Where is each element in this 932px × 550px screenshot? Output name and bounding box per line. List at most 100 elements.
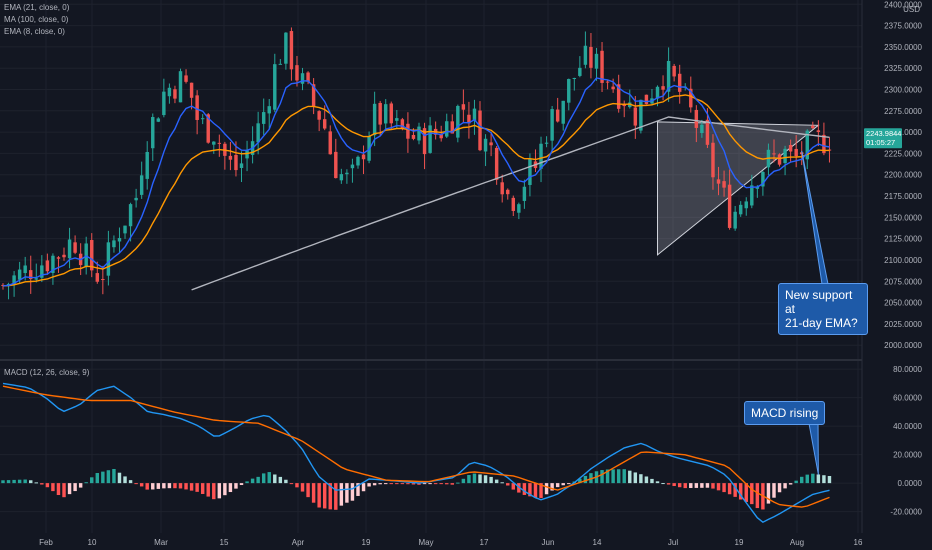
candle-body	[317, 111, 321, 120]
macd-histogram-bar	[1, 480, 5, 484]
macd-histogram-bar	[234, 483, 238, 489]
candle-body	[816, 130, 821, 132]
price-tick-label: 2050.0000	[884, 299, 922, 308]
candle-body	[411, 134, 416, 139]
macd-histogram-bar	[633, 472, 638, 484]
macd-histogram-bar	[23, 479, 27, 484]
macd-histogram-bar	[167, 483, 172, 489]
candle-body	[322, 119, 327, 129]
candle-body	[539, 143, 543, 169]
candle-body	[616, 84, 621, 109]
legend-macd[interactable]: MACD (12, 26, close, 9)	[4, 368, 90, 377]
candle-body	[228, 155, 233, 160]
time-tick-label: 19	[735, 538, 744, 547]
price-tick-label: 2100.0000	[884, 256, 922, 265]
candle-body	[611, 86, 615, 90]
macd-line	[2, 382, 830, 524]
candle-body	[123, 225, 127, 234]
macd-histogram-bar	[12, 479, 16, 484]
legend-ma100[interactable]: MA (100, close, 0)	[4, 15, 69, 24]
time-tick-label: Aug	[790, 538, 804, 547]
candle-body	[206, 114, 210, 143]
price-tick-label: 2075.0000	[884, 277, 922, 286]
macd-histogram-bar	[511, 483, 516, 490]
price-tick-label: 2300.0000	[884, 86, 922, 95]
macd-histogram-bar	[755, 483, 760, 509]
candle-body	[234, 154, 238, 171]
macd-histogram-bar	[772, 483, 776, 498]
macd-histogram-bar	[705, 483, 710, 488]
macd-histogram-bar	[600, 470, 604, 484]
macd-histogram-bar	[178, 483, 183, 489]
macd-histogram-bar	[6, 480, 11, 484]
price-tick-label: 2400.0000	[884, 0, 922, 9]
price-tick-label: 2250.0000	[884, 128, 922, 137]
candle-body	[45, 260, 50, 272]
candle-body	[395, 118, 399, 121]
candle-body	[711, 142, 715, 178]
macd-histogram-bar	[689, 483, 693, 489]
macd-tick-label: -20.0000	[890, 508, 922, 517]
macd-histogram-bar	[700, 483, 704, 488]
candle-body	[567, 79, 571, 103]
candle-body	[306, 72, 310, 82]
macd-histogram-bar	[550, 483, 554, 491]
macd-histogram-bar	[816, 474, 821, 484]
macd-histogram-bar	[123, 476, 127, 484]
macd-histogram-bar	[300, 483, 305, 492]
candle-body	[561, 100, 565, 124]
candle-body	[289, 31, 294, 70]
time-tick-label: May	[418, 538, 433, 547]
candle-body	[67, 239, 72, 259]
candle-body	[112, 240, 116, 248]
candle-body	[544, 142, 549, 144]
candle-body	[384, 104, 388, 124]
macd-histogram-bar	[56, 483, 61, 496]
candle-body	[594, 53, 599, 69]
candle-body	[389, 103, 393, 124]
candle-body	[311, 84, 316, 107]
candle-body	[23, 265, 27, 274]
candle-body	[151, 117, 155, 149]
macd-histogram-bar	[289, 483, 294, 485]
macd-histogram-bar	[17, 479, 22, 484]
candle-body	[572, 77, 577, 79]
macd-histogram-bar	[644, 476, 649, 484]
countdown-label: 01:05:27	[866, 138, 895, 147]
macd-histogram-bar	[827, 476, 832, 484]
candle-body	[40, 265, 44, 278]
macd-histogram-bar	[650, 478, 654, 484]
macd-histogram-bar	[356, 483, 360, 496]
candle-body	[517, 204, 521, 213]
macd-histogram-bar	[261, 473, 266, 484]
legend-ema8[interactable]: EMA (8, close, 0)	[4, 27, 65, 36]
macd-histogram-bar	[145, 483, 149, 490]
macd-histogram-bar	[51, 483, 55, 492]
candle-body	[666, 60, 671, 92]
macd-histogram-bar	[78, 483, 83, 488]
time-tick-label: Mar	[154, 538, 168, 547]
macd-histogram-bar	[95, 473, 100, 484]
candle-body	[794, 148, 798, 157]
macd-histogram-bar	[372, 483, 377, 486]
macd-histogram-bar	[273, 474, 277, 484]
macd-histogram-bar	[822, 475, 826, 484]
candle-body	[478, 110, 482, 151]
candle-body	[772, 153, 776, 155]
candle-body	[17, 269, 22, 280]
candle-body	[583, 45, 588, 65]
candle-body	[600, 50, 604, 83]
candle-body	[733, 211, 737, 229]
candle-body	[694, 109, 699, 128]
candle-body	[195, 95, 199, 120]
macd-histogram-bar	[84, 482, 88, 484]
macd-histogram-bar	[578, 478, 582, 484]
triangle-shape	[657, 121, 820, 256]
time-tick-label: 17	[480, 538, 489, 547]
macd-histogram-bar	[555, 483, 560, 488]
macd-histogram-bar	[616, 469, 621, 484]
macd-histogram-bar	[655, 481, 660, 484]
legend-ema21[interactable]: EMA (21, close, 0)	[4, 3, 70, 12]
macd-histogram-bar	[73, 483, 77, 492]
